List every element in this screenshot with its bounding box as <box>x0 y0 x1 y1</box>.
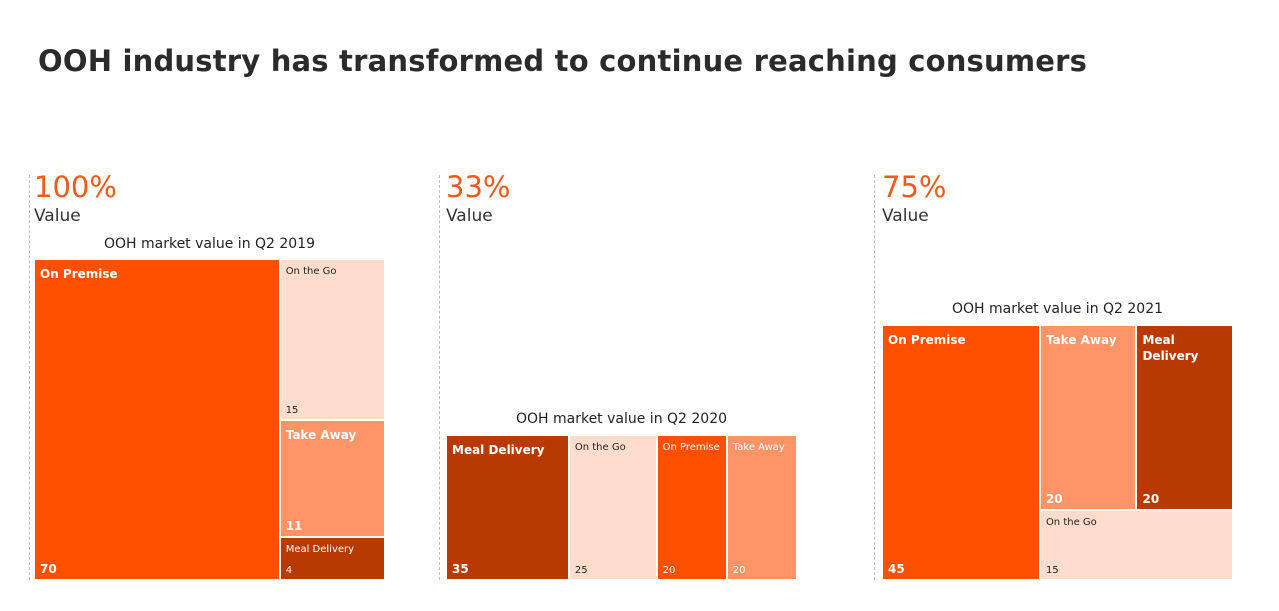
cell-value: 11 <box>285 519 303 534</box>
treemap-cell: On Premise 45 <box>882 325 1040 580</box>
cell-value: 4 <box>285 564 293 576</box>
cell-label: Take Away <box>1045 333 1117 347</box>
treemap-cell: On the Go 15 <box>279 259 385 420</box>
chart-title: OOH market value in Q2 2020 <box>515 411 728 427</box>
cell-label: Take Away <box>285 427 357 442</box>
cell-value: 20 <box>1045 492 1063 507</box>
subtitle: Value <box>34 206 81 226</box>
chart-title: OOH market value in Q2 2021 <box>951 301 1164 317</box>
cell-label: On the Go <box>574 442 626 453</box>
treemap-cell: On the Go 15 <box>1039 510 1233 580</box>
cell-value: 70 <box>40 562 57 576</box>
page-title: OOH industry has transformed to continue… <box>38 44 1088 78</box>
cell-value: 20 <box>732 565 746 576</box>
cell-label: Meal Delivery <box>1142 333 1199 363</box>
chart-title: OOH market value in Q2 2019 <box>103 236 316 252</box>
subtitle: Value <box>882 206 929 226</box>
headline: 33% <box>446 170 511 204</box>
cell-value: 20 <box>1142 492 1160 507</box>
cell-label: On the Go <box>285 266 337 277</box>
headline: 100% <box>34 170 117 204</box>
divider <box>29 175 30 580</box>
cell-value: 20 <box>662 565 676 576</box>
treemap-cell: On the Go 25 <box>568 435 657 580</box>
cell-label: On Premise <box>40 267 118 281</box>
cell-value: 25 <box>574 565 588 576</box>
treemap-cell: Meal Delivery 20 <box>1136 325 1233 511</box>
divider <box>439 175 440 580</box>
cell-value: 15 <box>285 404 299 416</box>
divider <box>874 175 875 580</box>
cell-value: 45 <box>888 562 905 576</box>
treemap-cell: Meal Delivery 4 <box>279 537 385 580</box>
treemap-cell: Take Away 11 <box>279 419 385 538</box>
cell-label: Meal Delivery <box>452 443 545 457</box>
treemap-cell: Take Away 20 <box>726 435 797 580</box>
cell-label: Take Away <box>732 442 785 453</box>
treemap-cell: On Premise 70 <box>34 259 280 580</box>
cell-label: On the Go <box>1045 517 1097 529</box>
cell-label: Meal Delivery <box>285 544 355 556</box>
treemap-cell: Meal Delivery 35 <box>446 435 569 580</box>
cell-value: 35 <box>452 562 469 576</box>
treemap-cell: Take Away 20 <box>1039 325 1137 511</box>
treemap-cell: On Premise 20 <box>656 435 727 580</box>
cell-value: 15 <box>1045 564 1059 576</box>
cell-label: On Premise <box>888 333 966 347</box>
headline: 75% <box>882 170 947 204</box>
subtitle: Value <box>446 206 493 226</box>
cell-label: On Premise <box>662 442 720 453</box>
